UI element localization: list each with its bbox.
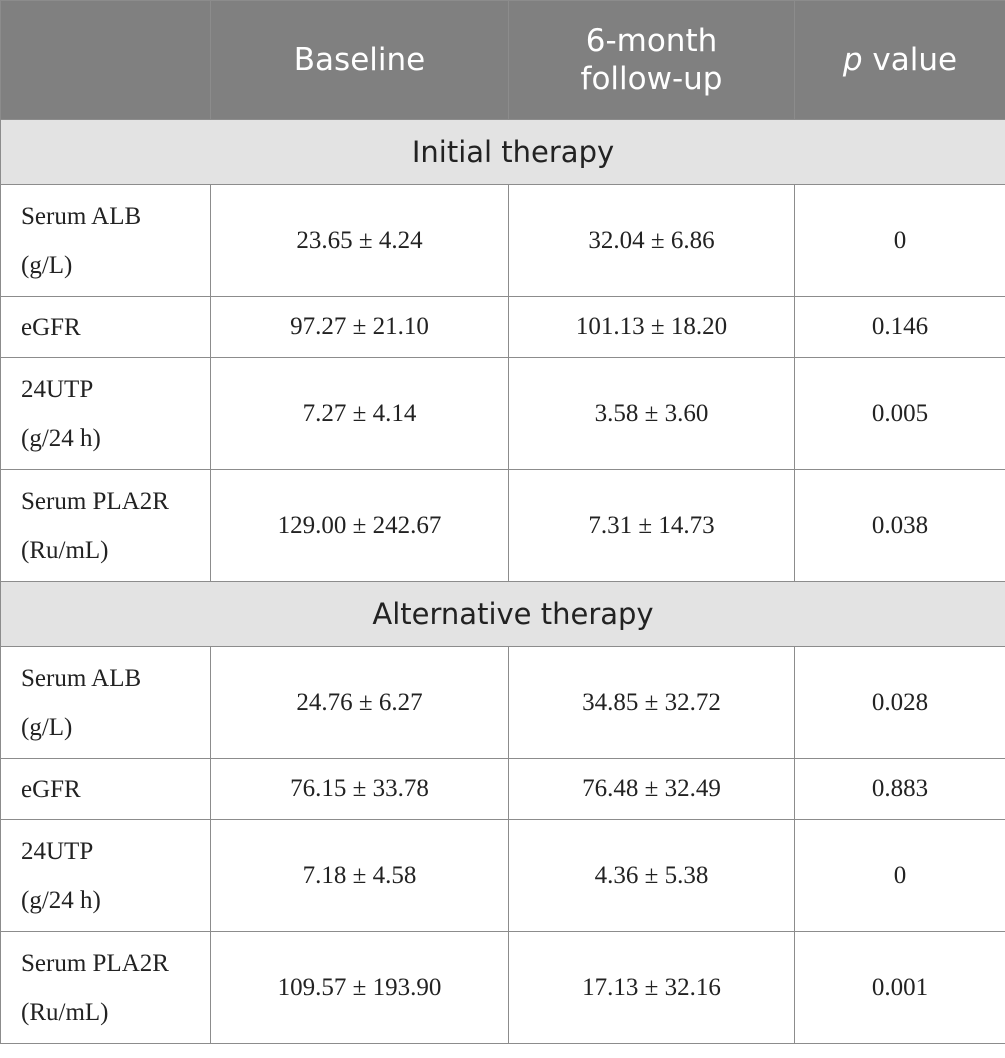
followup-cell: 32.04 ± 6.86: [508, 184, 795, 297]
table-row: 24UTP (g/24 h) 7.18 ± 4.58 4.36 ± 5.38 0: [0, 819, 1005, 932]
baseline-cell: 97.27 ± 21.10: [210, 296, 509, 358]
row-label-line2: (Ru/mL): [21, 536, 109, 564]
row-label-line2: (g/L): [21, 251, 73, 279]
followup-cell: 76.48 ± 32.49: [508, 758, 795, 820]
row-label-line1: Serum PLA2R: [21, 949, 169, 977]
header-followup: 6-month follow-up: [508, 0, 795, 120]
followup-cell: 101.13 ± 18.20: [508, 296, 795, 358]
row-label-line1: 24UTP: [21, 837, 94, 865]
header-pvalue: p value: [794, 0, 1005, 120]
row-label-line2: (g/L): [21, 713, 73, 741]
row-label-line1: Serum ALB: [21, 202, 142, 230]
pvalue-cell: 0: [794, 184, 1005, 297]
section-title: Initial therapy: [0, 119, 1005, 185]
header-baseline: Baseline: [210, 0, 509, 120]
pvalue-cell: 0: [794, 819, 1005, 932]
row-label: 24UTP (g/24 h): [0, 819, 211, 932]
header-pvalue-rest: value: [862, 42, 958, 78]
table-row: 24UTP (g/24 h) 7.27 ± 4.14 3.58 ± 3.60 0.…: [0, 357, 1005, 470]
row-label-line2: (g/24 h): [21, 424, 101, 452]
followup-cell: 7.31 ± 14.73: [508, 469, 795, 582]
row-label: eGFR: [0, 296, 211, 358]
table-row: Serum ALB (g/L) 24.76 ± 6.27 34.85 ± 32.7…: [0, 646, 1005, 759]
row-label: eGFR: [0, 758, 211, 820]
followup-cell: 17.13 ± 32.16: [508, 931, 795, 1044]
baseline-cell: 76.15 ± 33.78: [210, 758, 509, 820]
row-label-line1: 24UTP: [21, 375, 94, 403]
row-label-line1: Serum PLA2R: [21, 487, 169, 515]
table-row: eGFR 97.27 ± 21.10 101.13 ± 18.20 0.146: [0, 296, 1005, 358]
header-pvalue-italic: p: [842, 42, 863, 78]
followup-cell: 3.58 ± 3.60: [508, 357, 795, 470]
baseline-cell: 7.27 ± 4.14: [210, 357, 509, 470]
baseline-cell: 23.65 ± 4.24: [210, 184, 509, 297]
baseline-cell: 129.00 ± 242.67: [210, 469, 509, 582]
pvalue-cell: 0.038: [794, 469, 1005, 582]
row-label: Serum PLA2R (Ru/mL): [0, 931, 211, 1044]
table-row: Serum ALB (g/L) 23.65 ± 4.24 32.04 ± 6.86…: [0, 184, 1005, 297]
row-label-line2: (Ru/mL): [21, 998, 109, 1026]
table-row: Serum PLA2R (Ru/mL) 129.00 ± 242.67 7.31 …: [0, 469, 1005, 582]
header-row: Baseline 6-month follow-up p value: [0, 0, 1005, 120]
row-label: Serum ALB (g/L): [0, 646, 211, 759]
pvalue-cell: 0.028: [794, 646, 1005, 759]
header-followup-text: 6-month follow-up: [580, 23, 723, 97]
row-label: 24UTP (g/24 h): [0, 357, 211, 470]
pvalue-cell: 0.883: [794, 758, 1005, 820]
pvalue-cell: 0.001: [794, 931, 1005, 1044]
section-title: Alternative therapy: [0, 581, 1005, 647]
baseline-cell: 24.76 ± 6.27: [210, 646, 509, 759]
section-row-initial: Initial therapy: [0, 119, 1005, 185]
pvalue-cell: 0.005: [794, 357, 1005, 470]
header-corner-cell: [0, 0, 211, 120]
row-label: Serum ALB (g/L): [0, 184, 211, 297]
section-row-alternative: Alternative therapy: [0, 581, 1005, 647]
table-row: Serum PLA2R (Ru/mL) 109.57 ± 193.90 17.13…: [0, 931, 1005, 1044]
row-label-line2: (g/24 h): [21, 886, 101, 914]
row-label-line1: Serum ALB: [21, 664, 142, 692]
table-row: eGFR 76.15 ± 33.78 76.48 ± 32.49 0.883: [0, 758, 1005, 820]
baseline-cell: 7.18 ± 4.58: [210, 819, 509, 932]
followup-cell: 34.85 ± 32.72: [508, 646, 795, 759]
followup-cell: 4.36 ± 5.38: [508, 819, 795, 932]
baseline-cell: 109.57 ± 193.90: [210, 931, 509, 1044]
pvalue-cell: 0.146: [794, 296, 1005, 358]
row-label: Serum PLA2R (Ru/mL): [0, 469, 211, 582]
